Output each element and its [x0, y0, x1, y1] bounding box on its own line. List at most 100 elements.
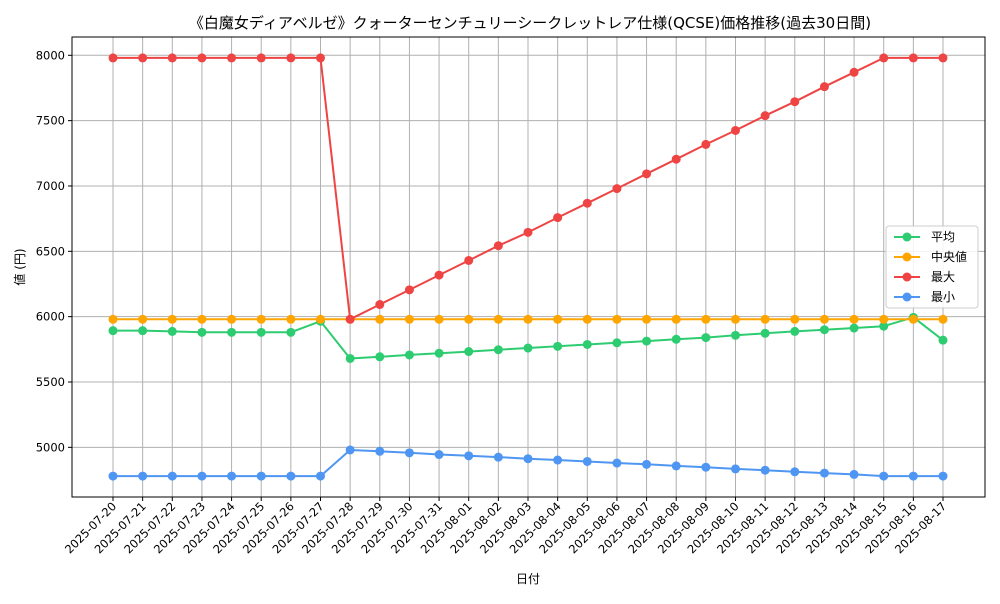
data-point	[612, 458, 622, 468]
data-point	[612, 338, 622, 348]
data-point	[582, 198, 592, 208]
data-point	[760, 314, 770, 324]
data-point	[819, 314, 829, 324]
data-point	[345, 353, 355, 363]
series-1	[108, 314, 948, 324]
data-point	[167, 314, 177, 324]
data-point	[553, 314, 563, 324]
data-point	[582, 314, 592, 324]
data-point	[523, 454, 533, 464]
legend-swatch-marker	[902, 232, 912, 242]
data-point	[434, 314, 444, 324]
data-point	[938, 335, 948, 345]
data-point	[938, 53, 948, 63]
data-point	[138, 471, 148, 481]
data-point	[464, 255, 474, 265]
y-tick-label: 5000	[36, 440, 65, 454]
data-point	[345, 314, 355, 324]
data-point	[731, 464, 740, 474]
data-point	[316, 53, 325, 63]
data-point	[197, 471, 207, 481]
data-point	[819, 468, 829, 478]
data-point	[167, 471, 177, 481]
data-point	[790, 326, 800, 336]
data-point	[227, 471, 237, 481]
data-point	[523, 314, 533, 324]
series-2	[108, 53, 948, 324]
legend-box	[885, 225, 979, 309]
data-point	[790, 314, 800, 324]
y-tick-label: 8000	[36, 48, 65, 62]
legend-label: 中央値	[931, 249, 967, 264]
data-point	[523, 343, 533, 353]
chart-title: 《白魔女ディアベルゼ》クォーターセンチュリーシークレットレア仕様(QCSE)価格…	[189, 14, 871, 32]
data-point	[849, 67, 859, 77]
data-point	[404, 350, 414, 360]
data-point	[642, 169, 652, 179]
data-point	[523, 227, 533, 237]
data-point	[167, 53, 177, 63]
data-point	[108, 314, 118, 324]
data-point	[493, 452, 503, 462]
data-point	[908, 471, 918, 481]
data-point	[553, 341, 563, 351]
data-point	[731, 125, 740, 135]
data-point	[375, 352, 385, 362]
data-point	[849, 314, 859, 324]
data-point	[760, 328, 770, 338]
data-point	[760, 111, 770, 121]
data-point	[612, 314, 622, 324]
data-point	[671, 461, 681, 471]
data-point	[553, 213, 563, 223]
legend-swatch-marker	[902, 252, 912, 262]
data-point	[227, 327, 237, 337]
data-point	[345, 445, 355, 455]
data-point	[642, 459, 652, 469]
data-point	[493, 345, 503, 355]
data-point	[138, 314, 148, 324]
data-point	[582, 339, 592, 349]
data-point	[849, 469, 859, 479]
y-tick-label: 7000	[36, 179, 65, 193]
data-point	[286, 53, 296, 63]
y-tick-label: 6500	[36, 244, 65, 258]
data-point	[790, 97, 800, 107]
data-point	[582, 456, 592, 466]
data-point	[908, 53, 918, 63]
grid-lines	[72, 37, 985, 497]
legend-label: 最大	[931, 270, 955, 284]
y-tick-label: 5500	[36, 375, 65, 389]
data-point	[286, 327, 296, 337]
data-point	[938, 471, 948, 481]
data-point	[464, 314, 474, 324]
data-point	[938, 314, 948, 324]
data-point	[464, 451, 474, 461]
y-axis-ticks: 5000 5500 6000 6500 7000 7500 8000	[36, 48, 72, 454]
data-point	[256, 471, 266, 481]
legend-label: 最小	[931, 290, 955, 304]
data-point	[879, 314, 889, 324]
data-point	[701, 139, 711, 149]
series-layer	[108, 53, 948, 481]
data-point	[197, 53, 207, 63]
data-point	[256, 314, 266, 324]
data-point	[286, 314, 296, 324]
data-point	[553, 455, 563, 465]
data-point	[493, 241, 503, 251]
data-point	[108, 326, 118, 336]
data-point	[197, 314, 207, 324]
data-point	[731, 314, 740, 324]
data-point	[316, 314, 325, 324]
data-point	[375, 300, 385, 310]
data-point	[375, 314, 385, 324]
series-3	[108, 445, 948, 481]
data-point	[227, 314, 237, 324]
y-axis-label: 値 (円)	[12, 248, 27, 285]
legend-label: 平均	[931, 230, 955, 244]
data-point	[790, 467, 800, 477]
legend-swatch-marker	[902, 292, 912, 302]
data-point	[879, 321, 889, 331]
data-point	[908, 314, 918, 324]
data-point	[138, 326, 148, 336]
